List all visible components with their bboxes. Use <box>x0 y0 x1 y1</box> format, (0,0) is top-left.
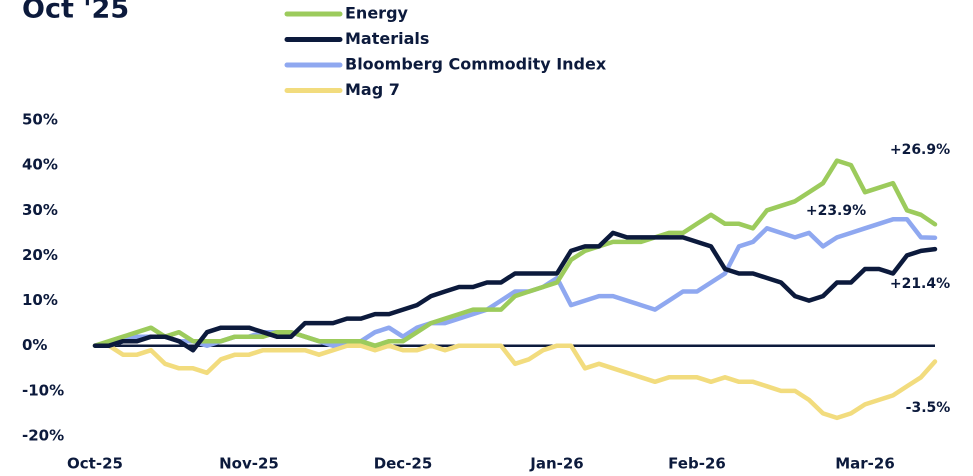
x-tick-label: Oct-25 <box>67 455 123 473</box>
y-tick-label: 50% <box>22 111 58 129</box>
legend-label: Bloomberg Commodity Index <box>345 55 607 74</box>
y-tick-label: -10% <box>22 381 64 399</box>
x-tick-label: Nov-25 <box>219 455 279 473</box>
y-tick-label: 0% <box>22 336 47 354</box>
x-tick-label: Mar-26 <box>835 455 895 473</box>
chart-title: Oct '25 <box>22 0 129 25</box>
y-tick-label: 10% <box>22 291 58 309</box>
series-line <box>92 230 938 353</box>
x-tick-label: Dec-25 <box>374 455 433 473</box>
legend-label: Mag 7 <box>345 80 400 99</box>
y-tick-label: 40% <box>22 156 58 174</box>
end-label: +26.9% <box>890 142 950 158</box>
end-label: +21.4% <box>890 276 950 292</box>
y-tick-label: -20% <box>22 427 64 445</box>
series-line <box>92 343 938 421</box>
series-line <box>92 158 938 348</box>
end-label: -3.5% <box>906 400 951 416</box>
end-label: +23.9% <box>806 203 866 219</box>
x-tick-label: Jan-26 <box>529 455 583 473</box>
legend-label: Materials <box>345 29 429 48</box>
legend-label: Energy <box>345 4 409 23</box>
y-tick-label: 30% <box>22 201 58 219</box>
y-tick-label: 20% <box>22 246 58 264</box>
x-tick-label: Feb-26 <box>668 455 726 473</box>
